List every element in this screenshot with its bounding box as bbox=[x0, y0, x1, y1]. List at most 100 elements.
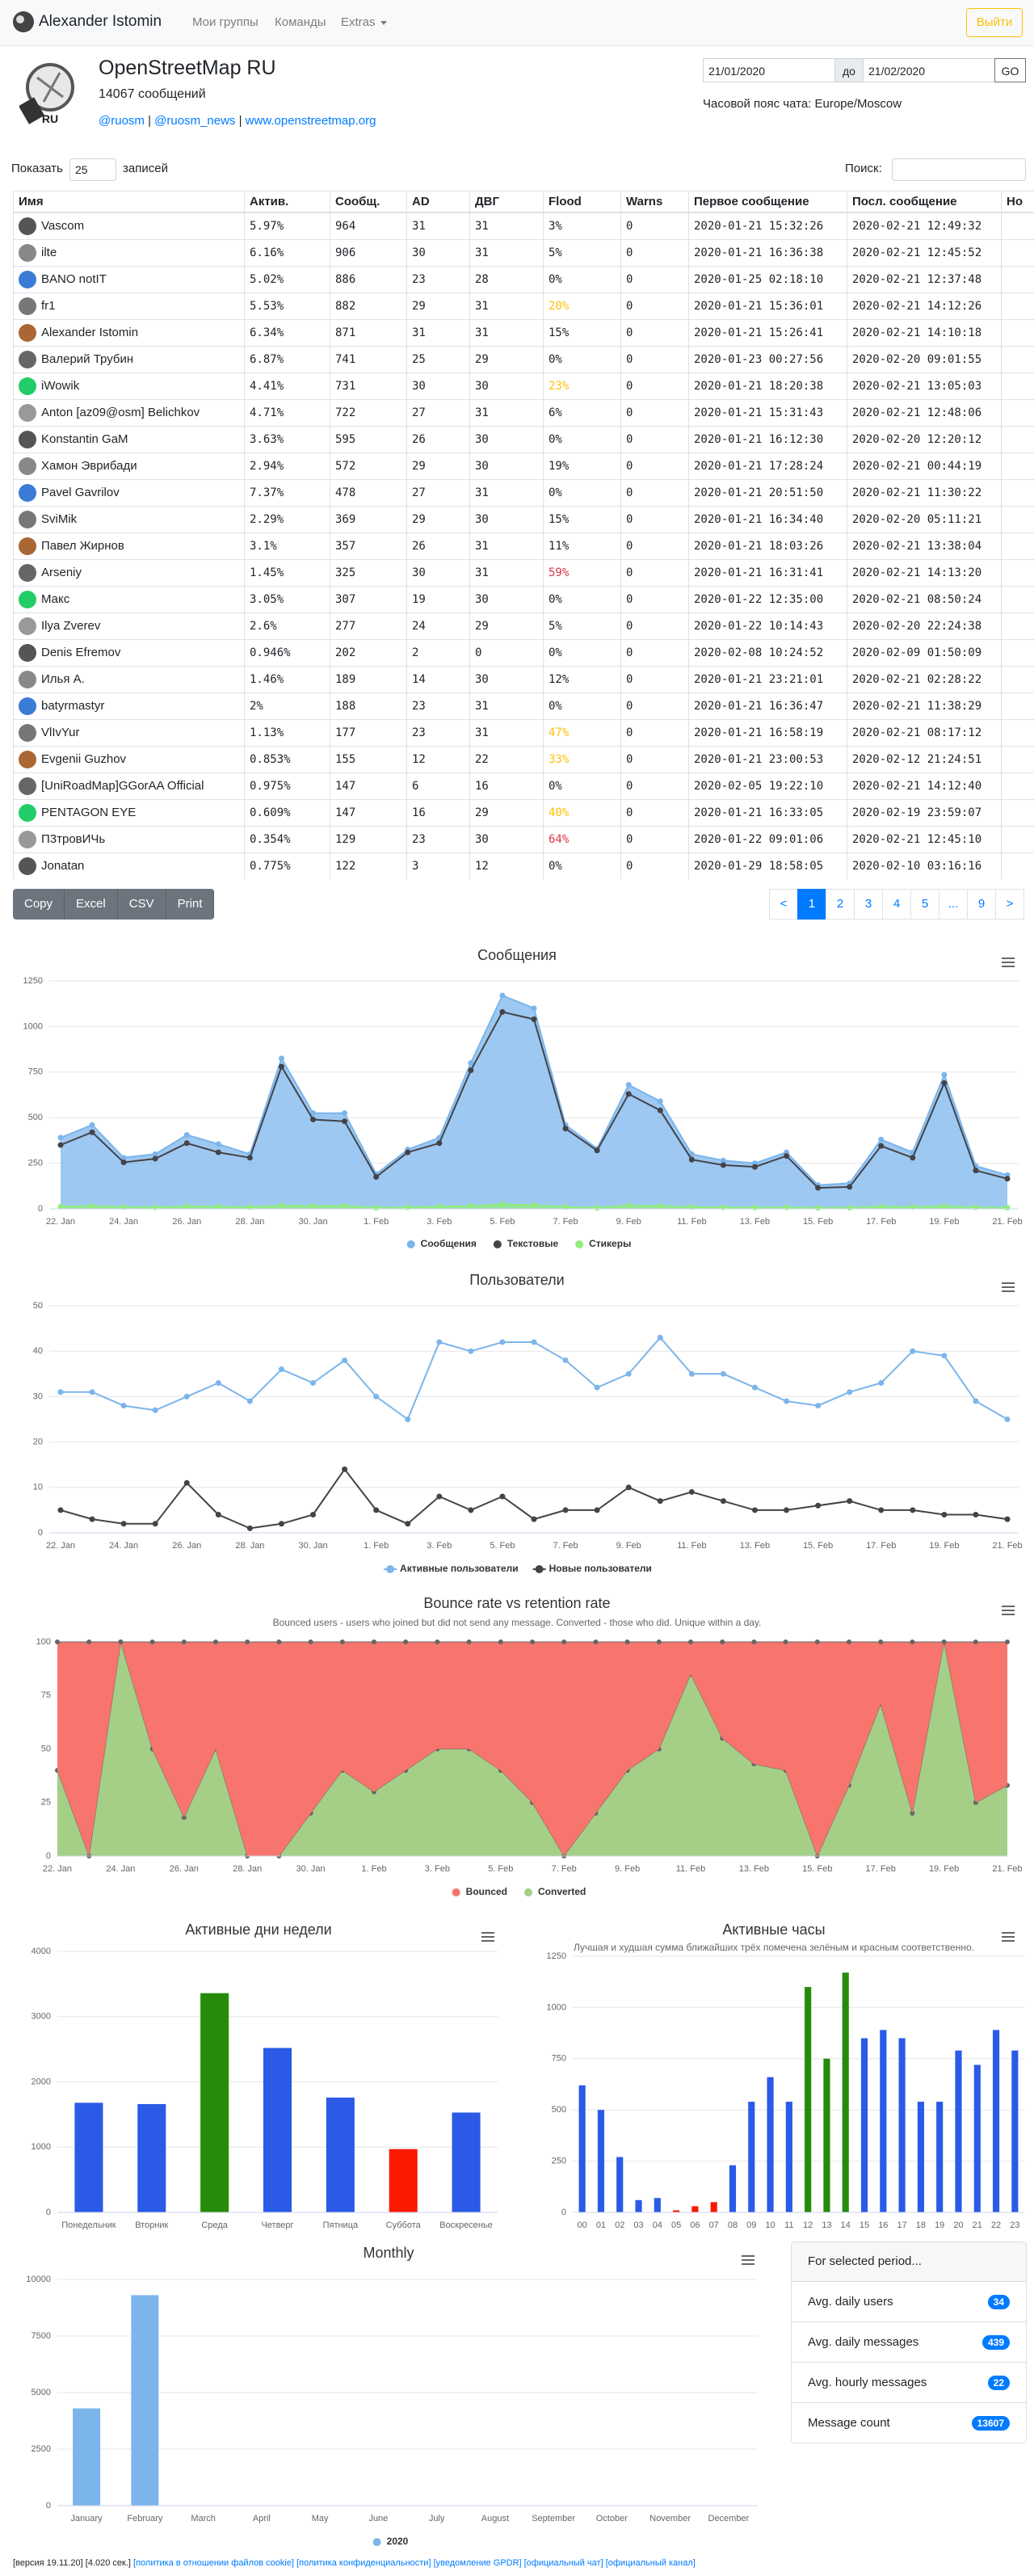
footer-link[interactable]: [официальный канал] bbox=[605, 2558, 696, 2568]
table-row: batyrmastyr 2% 188 23 31 0% 0 2020-01-21 16:36:… bbox=[13, 692, 1034, 720]
point bbox=[308, 1639, 313, 1644]
avatar bbox=[19, 591, 36, 608]
bar bbox=[73, 2408, 101, 2506]
point bbox=[1004, 1416, 1011, 1422]
point bbox=[213, 1639, 218, 1644]
column-header[interactable]: Но bbox=[1001, 191, 1034, 213]
cell-text: 31 bbox=[475, 486, 489, 499]
table-cell: 155 bbox=[330, 746, 407, 773]
cell-text: 24 bbox=[412, 620, 426, 633]
point bbox=[118, 1639, 124, 1644]
x-tick-label: 12 bbox=[803, 2220, 813, 2230]
point bbox=[814, 1639, 820, 1644]
table-cell: 5% bbox=[543, 239, 621, 267]
column-header[interactable]: AD bbox=[406, 191, 470, 213]
logout-button[interactable]: Выйти bbox=[966, 8, 1023, 37]
user-name: BANO notIT bbox=[41, 271, 107, 286]
logo-text: RU bbox=[42, 112, 58, 125]
point bbox=[625, 1370, 632, 1377]
cell-text: 2020-02-09 01:50:09 bbox=[852, 646, 982, 659]
nav-link[interactable]: Extras bbox=[341, 15, 376, 29]
legend-item: Bounced bbox=[452, 1886, 507, 1897]
point bbox=[342, 1118, 348, 1125]
user-name: [UniRoadMap]GGorAA Official bbox=[41, 778, 204, 793]
cell-text: 277 bbox=[335, 620, 356, 633]
point bbox=[941, 1512, 948, 1518]
nav-dropdown[interactable]: Extras bbox=[341, 15, 387, 29]
cell-text: 0.775% bbox=[250, 860, 291, 873]
y-tick-label: 5000 bbox=[32, 2388, 51, 2397]
column-header[interactable]: ДВГ bbox=[469, 191, 544, 213]
x-tick-label: 5. Feb bbox=[490, 1217, 515, 1227]
point bbox=[310, 1512, 317, 1518]
cell-text: 0 bbox=[626, 326, 633, 339]
nav-link[interactable]: Мои группы bbox=[192, 15, 258, 29]
separator: | bbox=[238, 114, 242, 128]
column-header[interactable]: Посл. сообщение bbox=[847, 191, 1002, 213]
cell-text: 2020-01-21 16:36:47 bbox=[694, 700, 824, 713]
point bbox=[468, 1507, 474, 1513]
bar bbox=[635, 2199, 642, 2212]
user-name: Konstantin GaM bbox=[41, 431, 128, 446]
search-input[interactable] bbox=[892, 158, 1026, 181]
column-header[interactable]: Flood bbox=[543, 191, 621, 213]
link[interactable]: @ruosm_news bbox=[154, 114, 236, 128]
column-header[interactable]: Актив. bbox=[244, 191, 330, 213]
cell-text: 25 bbox=[412, 353, 426, 366]
cell-text: 122 bbox=[335, 860, 356, 873]
column-header[interactable]: Warns bbox=[620, 191, 689, 213]
cell-text: 2020-01-21 15:36:01 bbox=[694, 300, 824, 313]
table-cell bbox=[1001, 452, 1034, 480]
cell-text: 2020-01-21 15:26:41 bbox=[694, 326, 824, 339]
cell-text: 4.41% bbox=[250, 380, 284, 393]
table-cell bbox=[1001, 532, 1034, 560]
y-tick-label: 500 bbox=[28, 1113, 43, 1122]
cell-text: 2020-02-21 02:28:22 bbox=[852, 673, 982, 686]
export-button[interactable]: CSV bbox=[117, 889, 166, 920]
bar bbox=[992, 2030, 1000, 2212]
table-cell: 2020-01-22 12:35:00 bbox=[688, 586, 847, 613]
table-row: Pavel Gavrilov 7.37% 478 27 31 0% 0 2020-01-21 … bbox=[13, 479, 1034, 507]
column-header[interactable]: Имя bbox=[13, 191, 245, 213]
cell-text: 2 bbox=[412, 646, 419, 659]
link[interactable]: www.openstreetmap.org bbox=[245, 114, 376, 128]
cell-text: 14 bbox=[412, 673, 426, 686]
export-button[interactable]: Excel bbox=[65, 889, 118, 920]
bar bbox=[74, 2102, 103, 2212]
link[interactable]: @ruosm bbox=[99, 114, 145, 128]
footer-link[interactable]: [политика в отношении файлов cookie] bbox=[133, 2558, 294, 2568]
point bbox=[120, 1521, 127, 1527]
page-size-select[interactable]: 25 bbox=[69, 158, 116, 181]
cell-text: 2020-01-21 16:31:41 bbox=[694, 566, 824, 579]
point bbox=[784, 1507, 790, 1513]
point bbox=[466, 1639, 472, 1644]
footer-link[interactable]: [официальный чат] bbox=[523, 2558, 603, 2568]
point bbox=[89, 1389, 95, 1395]
cell-text: 325 bbox=[335, 566, 356, 579]
table-cell: Arseniy bbox=[13, 559, 245, 587]
brand[interactable]: Alexander Istomin bbox=[39, 13, 162, 30]
page-link[interactable]: > bbox=[995, 889, 1024, 920]
export-button[interactable]: Print bbox=[166, 889, 215, 920]
point bbox=[784, 1398, 790, 1404]
export-button[interactable]: Copy bbox=[13, 889, 65, 920]
table-cell: 3.1% bbox=[244, 532, 330, 560]
point bbox=[910, 1507, 916, 1513]
y-tick-label: 0 bbox=[46, 2208, 51, 2217]
go-button[interactable]: GO bbox=[994, 58, 1026, 82]
footer-link[interactable]: [уведомление GPDR] bbox=[433, 2558, 522, 2568]
point bbox=[372, 1639, 376, 1644]
navbar: Alexander Istomin Мои группы Команды Ext… bbox=[0, 0, 1034, 46]
cell-text: 2020-02-20 09:01:55 bbox=[852, 353, 982, 366]
point bbox=[531, 1016, 537, 1022]
footer-link[interactable]: [политика конфиденциальности] bbox=[296, 2558, 431, 2568]
cell-text: 31 bbox=[475, 540, 489, 553]
cell-text: 0 bbox=[626, 806, 633, 819]
table-cell: 0.975% bbox=[244, 772, 330, 800]
nav-link[interactable]: Команды bbox=[275, 15, 326, 29]
legend-item: Активные пользователи bbox=[384, 1563, 519, 1574]
x-tick-label: December bbox=[708, 2514, 750, 2523]
header-row: Имя Актив. Сообщ. AD ДВГ Flood Warns Первое соо… bbox=[13, 191, 1034, 213]
table-cell: 23 bbox=[406, 826, 470, 853]
column-header[interactable]: Сообщ. bbox=[330, 191, 407, 213]
